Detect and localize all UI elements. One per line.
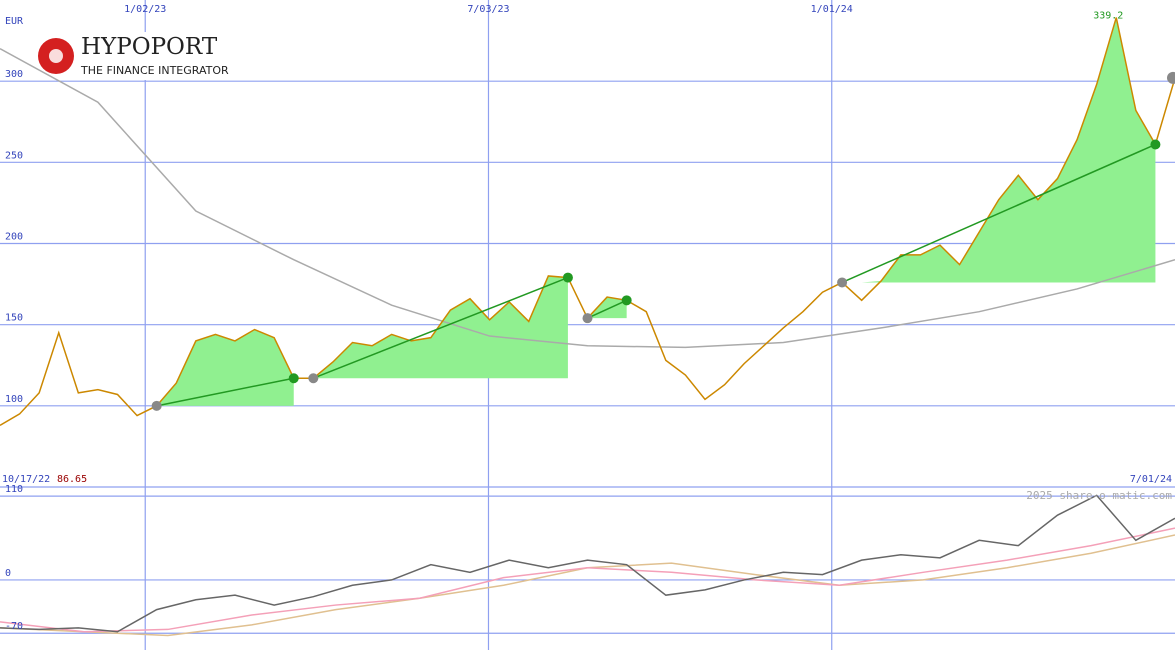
logo-icon-center [49,49,63,63]
y-tick-label: 150 [5,313,23,324]
logo-tagline: THE FINANCE INTEGRATOR [80,64,229,77]
watermark: 2025 share-o-matic.com [1026,489,1172,502]
y-tick-label: 110 [5,484,23,495]
x-tick-label: 7/03/23 [467,4,509,15]
last-price-dot [1167,71,1175,84]
trend-line [313,276,569,379]
trend-end-dot [621,295,632,306]
x-tick-label: 1/02/23 [124,4,166,15]
logo-name: HYPOPORT [81,34,218,60]
trend-area [842,17,1156,283]
y-tick-label: -70 [5,621,23,632]
trend-line [841,143,1156,284]
trend-end-dot [562,272,573,283]
start-price-label: 86.65 [57,474,87,485]
start-date-label: 10/17/22 [2,474,50,485]
y-tick-label: 100 [5,394,23,405]
end-date-label: 7/01/24 [1130,474,1172,485]
trend-start-dot [308,373,319,384]
logo: HYPOPORT THE FINANCE INTEGRATOR [32,32,237,80]
trend-start-dot [151,400,162,411]
trend-end-dot [288,373,299,384]
trend-area [156,329,294,406]
y-tick-label: 0 [5,568,11,579]
y-axis-label: EUR [5,16,24,27]
max-label: 339.2 [1093,11,1123,22]
trend-start-dot [837,277,848,288]
y-tick-label: 250 [5,150,23,161]
series-line [0,527,1175,633]
trend-line [587,299,627,319]
y-tick-label: 200 [5,232,23,243]
x-tick-label: 1/01/24 [811,4,853,15]
trend-end-dot [1150,139,1161,150]
trend-line [156,377,294,407]
y-tick-label: 300 [5,69,23,80]
trend-start-dot [582,313,593,324]
series-line [0,494,1175,633]
series-line [0,48,1175,349]
